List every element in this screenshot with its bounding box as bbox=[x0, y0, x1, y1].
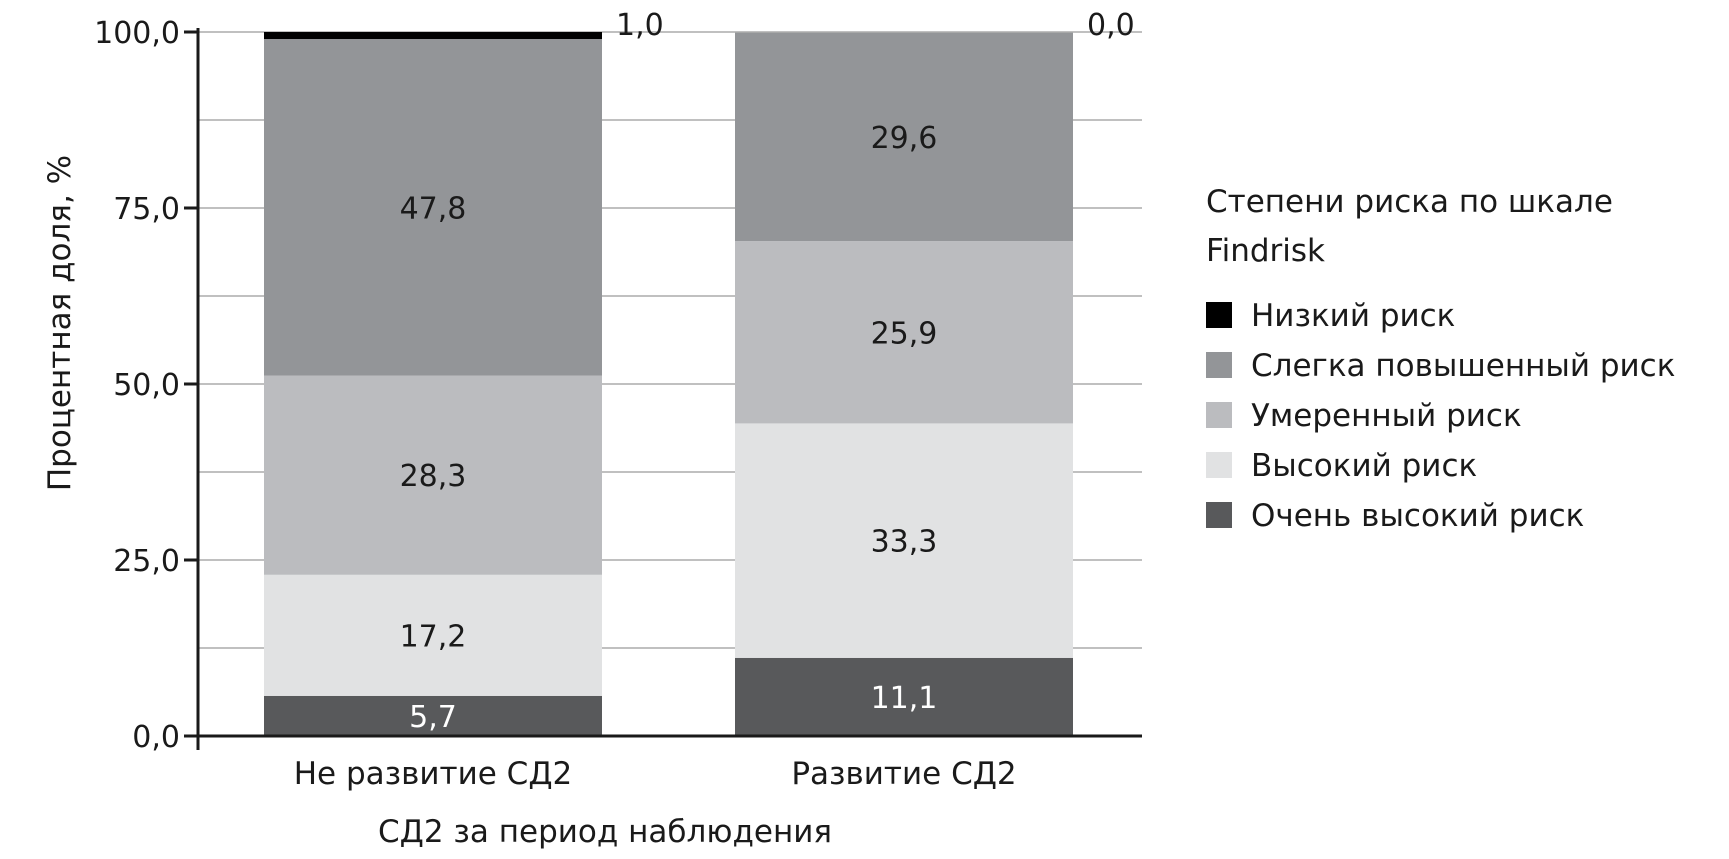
legend-label: Высокий риск bbox=[1251, 448, 1477, 484]
y-tick-label: 75,0 bbox=[113, 192, 180, 227]
legend-items: Низкий риск Слегка повышенный риск Умеренн… bbox=[1206, 298, 1675, 534]
legend-title-line-2: Findrisk bbox=[1206, 233, 1325, 269]
bar-segment bbox=[264, 32, 602, 40]
y-tick-label: 100,0 bbox=[94, 16, 180, 51]
category-label: Не развитие СД2 bbox=[294, 756, 573, 792]
legend-swatch bbox=[1206, 402, 1232, 428]
legend-label: Умеренный риск bbox=[1251, 398, 1522, 434]
data-label: 17,2 bbox=[400, 619, 467, 654]
data-label: 25,9 bbox=[871, 316, 938, 351]
data-label: 0,0 bbox=[1087, 8, 1135, 43]
bar-segment bbox=[264, 375, 602, 575]
data-label: 47,8 bbox=[400, 191, 467, 226]
data-label: 29,6 bbox=[871, 121, 938, 156]
data-label: 5,7 bbox=[409, 700, 457, 735]
legend: Степени риска по шкале Findrisk Низкий р… bbox=[1206, 184, 1675, 534]
x-axis-title: СД2 за период наблюдения bbox=[378, 814, 832, 850]
bar-segment bbox=[735, 423, 1073, 658]
data-label: 11,1 bbox=[871, 681, 938, 716]
legend-swatch bbox=[1206, 352, 1232, 378]
data-label: 1,0 bbox=[616, 8, 664, 43]
y-axis-title: Процентная доля, % bbox=[42, 155, 78, 491]
y-axis-ticks: 0,0 25,0 50,0 75,0 100,0 bbox=[94, 16, 198, 755]
legend-label: Очень высокий риск bbox=[1251, 498, 1584, 534]
data-label: 28,3 bbox=[400, 459, 467, 494]
data-label: 33,3 bbox=[871, 525, 938, 560]
legend-swatch bbox=[1206, 452, 1232, 478]
axes bbox=[196, 28, 1142, 750]
legend-label: Низкий риск bbox=[1251, 298, 1455, 334]
legend-swatch bbox=[1206, 502, 1232, 528]
bar-segment bbox=[264, 695, 602, 736]
bar-segment bbox=[264, 39, 602, 376]
legend-swatch bbox=[1206, 302, 1232, 328]
legend-title-line-1: Степени риска по шкале bbox=[1206, 184, 1613, 220]
bar-segment bbox=[735, 657, 1073, 736]
bar-segment bbox=[735, 32, 1073, 242]
x-axis-categories: Не развитие СД2 Развитие СД2 bbox=[294, 756, 1017, 792]
bar-segment bbox=[735, 241, 1073, 424]
category-label: Развитие СД2 bbox=[791, 756, 1016, 792]
y-tick-label: 50,0 bbox=[113, 368, 180, 403]
y-tick-label: 25,0 bbox=[113, 544, 180, 579]
bars: 5,7 17,2 28,3 47,8 1,0 11,1 33,3 25,9 29,6 0,0 bbox=[264, 8, 1135, 736]
y-tick-label: 0,0 bbox=[132, 720, 180, 755]
legend-label: Слегка повышенный риск bbox=[1251, 348, 1675, 384]
bar-segment bbox=[264, 574, 602, 696]
